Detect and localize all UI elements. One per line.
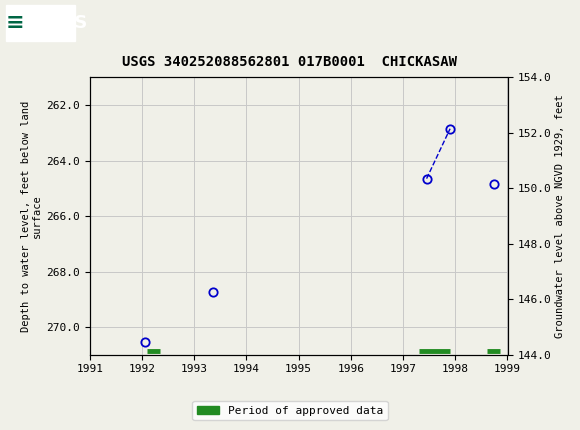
Text: ≡: ≡ [6,12,24,33]
FancyBboxPatch shape [6,4,75,41]
Text: USGS: USGS [32,14,87,31]
Legend: Period of approved data: Period of approved data [193,401,387,420]
Y-axis label: Depth to water level, feet below land
surface: Depth to water level, feet below land su… [21,101,42,332]
Y-axis label: Groundwater level above NGVD 1929, feet: Groundwater level above NGVD 1929, feet [555,94,565,338]
Text: USGS 340252088562801 017B0001  CHICKASAW: USGS 340252088562801 017B0001 CHICKASAW [122,55,458,69]
